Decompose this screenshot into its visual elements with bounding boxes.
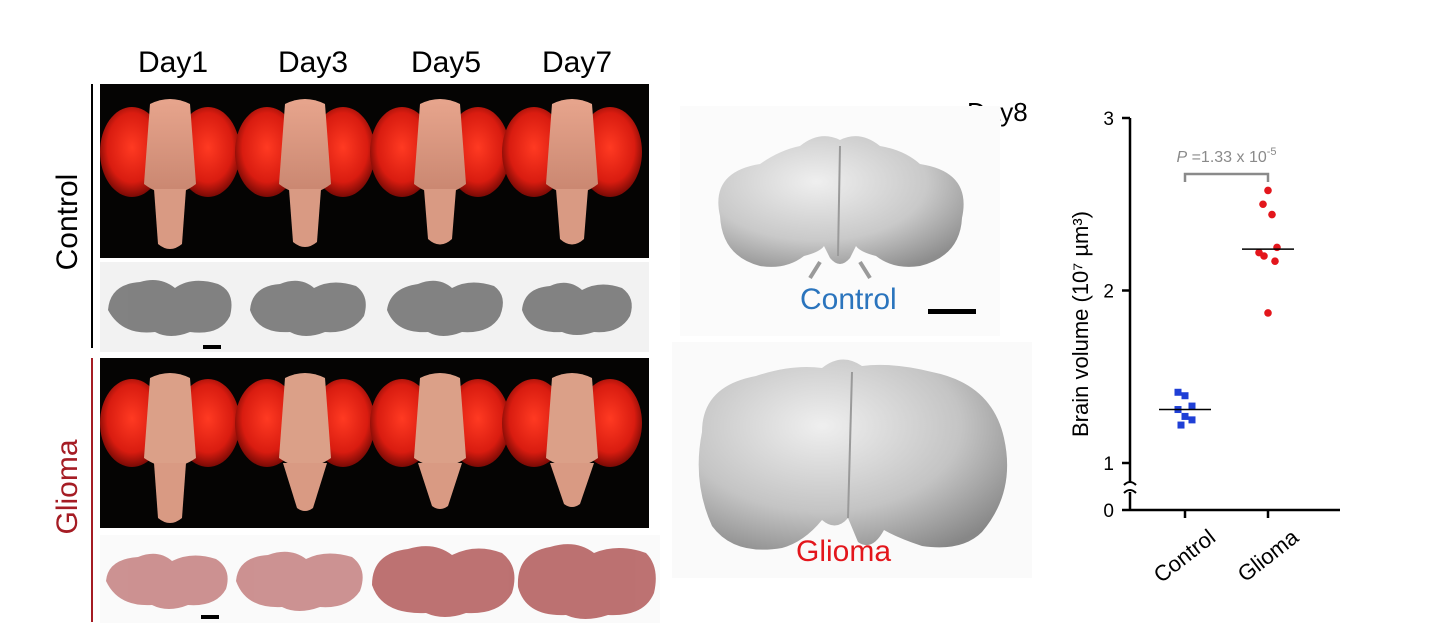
- fly-head: [235, 373, 375, 511]
- glioma-3d-brain: [698, 359, 1008, 550]
- x-tick-label: Glioma: [1233, 524, 1304, 587]
- row-label-control: Control: [51, 173, 84, 271]
- glioma-divider: [91, 358, 93, 622]
- fly-head: [100, 373, 240, 523]
- day-label-7: Day7: [541, 46, 613, 79]
- data-point-glioma: [1264, 309, 1272, 317]
- axis-break-mark: [1123, 481, 1137, 494]
- fly-head: [235, 99, 375, 247]
- fly-head: [100, 99, 240, 249]
- day-label-1: Day1: [137, 46, 209, 79]
- data-point-glioma: [1264, 186, 1272, 195]
- data-point-control: [1181, 412, 1189, 420]
- control-divider: [91, 84, 93, 348]
- data-point-glioma: [1271, 257, 1279, 265]
- control-fly-strip: [100, 84, 649, 258]
- glioma-brain-strip: [100, 535, 660, 623]
- y-tick-label: 1: [1103, 454, 1114, 475]
- significance-bracket: [1183, 172, 1270, 182]
- control-brain-strip: [100, 262, 649, 352]
- data-point-control: [1188, 416, 1196, 424]
- glioma-fly-strip: [100, 358, 649, 528]
- data-point-control: [1181, 392, 1189, 400]
- data-point-glioma: [1260, 252, 1268, 260]
- control-scale-bar: [203, 345, 221, 349]
- x-tick-label: Control: [1149, 524, 1220, 587]
- day-label-3: Day3: [277, 46, 349, 79]
- day-label-5: Day5: [410, 46, 482, 79]
- y-tick-label: 3: [1103, 109, 1114, 130]
- chart-axes: 0 1 2 3 Control Glioma Brain volume (10⁷ µm³): [1068, 109, 1340, 588]
- glioma-3d-label: Glioma: [796, 535, 892, 568]
- control-3d-panel: [680, 106, 1000, 336]
- data-point-glioma: [1259, 200, 1267, 209]
- data-point-glioma: [1273, 243, 1281, 252]
- glioma-3d-panel: [672, 342, 1032, 578]
- y-tick-label: 2: [1103, 282, 1114, 303]
- data-point-control: [1188, 402, 1196, 410]
- p-value-label: P =1.33 x 10-5: [1176, 146, 1276, 166]
- fly-head: [370, 373, 510, 509]
- control-3d-scale-bar: [928, 309, 976, 314]
- chart-points: [1174, 186, 1281, 429]
- chart-annotation: P =1.33 x 10-5: [1176, 146, 1277, 182]
- y-tick-label: 0: [1103, 501, 1114, 522]
- fly-head: [370, 99, 510, 245]
- control-fly-heads: [100, 99, 642, 249]
- data-point-control: [1177, 421, 1185, 429]
- chart-medians: [1159, 248, 1294, 411]
- glioma-brain-micrographs: [106, 544, 656, 619]
- row-label-glioma: Glioma: [51, 439, 84, 535]
- fly-head: [502, 99, 642, 245]
- control-brain-micrographs: [108, 280, 632, 336]
- data-point-glioma: [1268, 210, 1276, 219]
- control-3d-label: Control: [800, 283, 897, 316]
- y-axis-title: Brain volume (10⁷ µm³): [1068, 211, 1093, 437]
- glioma-fly-heads: [100, 373, 642, 523]
- data-point-control: [1174, 388, 1182, 396]
- control-3d-brain: [718, 136, 964, 280]
- fly-head: [502, 373, 642, 507]
- glioma-scale-bar: [201, 615, 219, 619]
